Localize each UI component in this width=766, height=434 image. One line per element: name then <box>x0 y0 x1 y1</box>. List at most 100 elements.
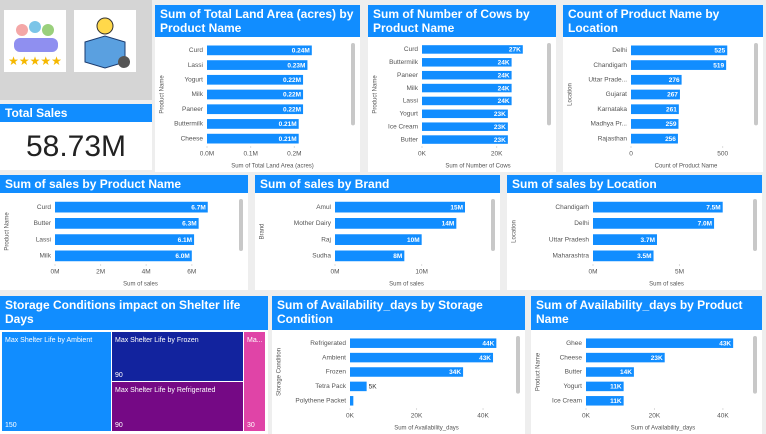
chart-plot: Chandigarh 7.5M Delhi 7.0M Uttar Pradesh 3.7M… <box>512 199 757 288</box>
category-label: Rajasthan <box>598 135 628 142</box>
y-axis-title: Product Name <box>5 212 11 251</box>
x-tick-label: 20K <box>411 413 423 420</box>
bar <box>207 89 304 100</box>
bar <box>422 83 512 93</box>
bar <box>593 234 657 245</box>
scrollbar <box>491 199 495 251</box>
category-label: Polythene Packet <box>295 398 346 405</box>
chart-panel: Sum of Availability_days by Storage Cond… <box>272 296 525 434</box>
chart-title: Sum of Total Land Area (acres) by Produc… <box>155 5 360 37</box>
category-label: Gujarat <box>606 91 628 98</box>
x-tick-label: 20K <box>491 151 503 158</box>
data-label: 0.21M <box>279 121 297 128</box>
category-label: Sudha <box>312 253 331 260</box>
treemap-tile <box>244 332 265 431</box>
bar <box>631 119 679 129</box>
icon-person <box>16 24 28 36</box>
x-tick-label: 0.1M <box>243 151 257 158</box>
bar <box>631 89 680 100</box>
category-label: Uttar Pradesh <box>549 236 589 243</box>
chart-title: Total Sales <box>0 104 152 122</box>
data-label: 519 <box>713 62 724 69</box>
data-label: 27K <box>509 47 521 54</box>
chart-plot: Curd 0.24M Lassi 0.23M Yogurt 0.22M Milk 0.22M P… <box>160 43 355 170</box>
chart-title: Count of Product Name by Location <box>563 5 763 37</box>
x-tick-label: 20K <box>649 413 661 420</box>
icon-person <box>42 24 54 36</box>
chart-panel: Sum of sales by Product Name Curd 6.7M Butt… <box>0 175 248 290</box>
x-tick-label: 0M <box>588 269 597 276</box>
chart-title: Sum of Number of Cows by Product Name <box>368 5 556 37</box>
data-label: 7.5M <box>706 204 720 211</box>
data-label: 0.21M <box>279 136 297 143</box>
bar <box>335 201 465 213</box>
category-label: Frozen <box>326 369 347 376</box>
category-label: Maharashtra <box>553 253 590 260</box>
bar <box>335 250 405 262</box>
scrollbar <box>516 336 520 394</box>
treemap-tile <box>112 382 243 431</box>
bar <box>55 234 195 245</box>
bar <box>207 45 312 56</box>
data-label: 14K <box>620 369 632 376</box>
x-axis-title: Sum of Number of Cows <box>445 164 510 170</box>
scrollbar <box>351 43 355 126</box>
bar <box>207 133 299 144</box>
y-axis-title: Location <box>568 83 574 106</box>
category-label: Butter <box>401 136 419 143</box>
chart-panel: Sum of sales by Location Chandigarh 7.5M De… <box>507 175 762 290</box>
category-label: Ice Cream <box>388 123 418 130</box>
data-label: 43K <box>719 340 731 347</box>
data-label: 6.1M <box>178 237 192 244</box>
data-label: 23K <box>494 124 506 131</box>
category-label: Curd <box>37 204 51 211</box>
category-label: Yogurt <box>563 383 582 390</box>
tile-label: Max Shelter Life by Frozen <box>115 337 199 344</box>
chart-title: Sum of sales by Location <box>507 175 762 193</box>
data-label: 3.5M <box>637 253 651 260</box>
bar <box>422 122 508 131</box>
chart-plot: Refrigerated 44K Ambient 43K Frozen 34K Tetra … <box>277 336 520 432</box>
category-label: Cheese <box>560 354 583 361</box>
x-tick-label: 0K <box>346 413 355 420</box>
data-label: 6.0M <box>175 253 189 260</box>
bar <box>350 381 367 392</box>
x-tick-label: 0 <box>629 151 633 158</box>
x-tick-label: 6M <box>187 269 196 276</box>
data-label: 24K <box>498 98 510 105</box>
category-label: Ice Cream <box>552 398 582 405</box>
x-tick-label: 40K <box>717 413 729 420</box>
data-label: 5K <box>369 384 378 391</box>
bar <box>631 74 682 85</box>
category-label: Raj <box>321 236 331 243</box>
x-tick-label: 2M <box>96 269 105 276</box>
x-axis-title: Sum of sales <box>123 282 158 288</box>
bar <box>422 58 512 67</box>
chart-panel: Total Sales 58.73M <box>0 104 152 170</box>
x-axis-title: Sum of Total Land Area (acres) <box>231 164 314 170</box>
y-axis-title: Product Name <box>160 75 166 114</box>
category-label: Delhi <box>574 220 589 227</box>
x-axis-title: Count of Product Name <box>655 164 718 170</box>
data-label: 0.22M <box>283 77 301 84</box>
chart-plot: Curd 27K Buttermilk 24K Paneer 24K Milk 24K Lass… <box>373 43 551 170</box>
tile-value: 90 <box>115 372 123 379</box>
bar <box>586 352 665 363</box>
category-label: Butter <box>565 369 583 376</box>
data-label: 256 <box>665 136 676 143</box>
icon-bulb <box>96 17 114 35</box>
bar <box>631 45 728 56</box>
category-label: Amul <box>316 204 331 211</box>
tile-value: 90 <box>115 422 123 429</box>
y-axis-title: Product Name <box>373 75 379 114</box>
bar <box>350 396 354 406</box>
data-label: 11K <box>610 384 622 391</box>
category-label: Buttermilk <box>174 121 204 128</box>
data-label: 0.24M <box>292 48 310 55</box>
category-label: Refrigerated <box>310 340 346 347</box>
bar <box>55 218 199 229</box>
category-label: Lassi <box>36 236 51 243</box>
category-label: Curd <box>189 47 203 54</box>
category-label: Butter <box>34 220 52 227</box>
x-tick-label: 0M <box>50 269 59 276</box>
